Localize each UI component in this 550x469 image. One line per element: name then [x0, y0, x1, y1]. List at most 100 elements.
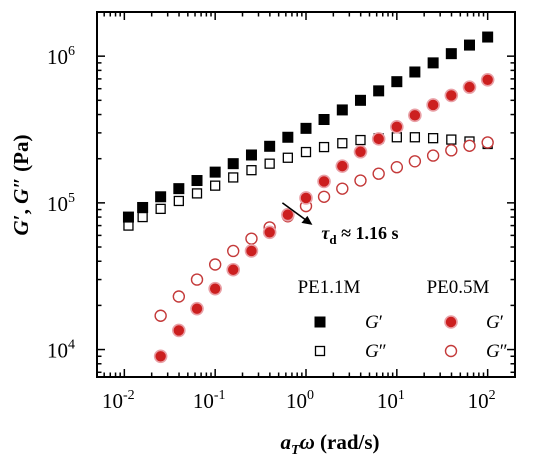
pe05m-storage-point	[371, 132, 386, 146]
pe05m-storage-point	[335, 159, 350, 173]
pe05m-loss-point	[354, 174, 367, 187]
pe05m-storage-point	[244, 244, 259, 258]
pe05m-loss-point	[463, 139, 476, 152]
pe11m-loss-point	[300, 146, 312, 158]
pe11m-storage-point	[137, 201, 149, 213]
pe11m-loss-point	[337, 138, 348, 149]
legend-marker-pe11m-loss	[314, 345, 326, 357]
pe05m-loss-point	[208, 258, 222, 271]
pe11m-storage-point	[482, 31, 494, 43]
pe11m-loss-point	[173, 195, 184, 207]
pe05m-storage-point	[153, 349, 168, 364]
pe11m-loss-point	[446, 134, 457, 145]
legend-group-pe05m: PE0.5M	[427, 277, 490, 298]
x-tick-label: 101	[377, 388, 405, 413]
pe11m-storage-point	[300, 122, 312, 134]
pe05m-storage-point	[480, 73, 495, 87]
pe11m-storage-point	[155, 191, 167, 203]
y-tick-label: 106	[47, 44, 75, 69]
pe11m-storage-point	[264, 140, 276, 152]
pe11m-storage-point	[122, 211, 134, 223]
annotation-arrow-head	[301, 215, 313, 225]
pe05m-storage-point	[444, 88, 459, 103]
pe05m-storage-point	[172, 323, 186, 338]
pe11m-loss-point	[246, 165, 257, 176]
pe11m-loss-point	[409, 132, 421, 143]
tau-annotation: τd ≈ 1.16 s	[281, 202, 399, 247]
pe11m-loss-point	[155, 203, 166, 215]
legend-marker-pe11m-storage	[314, 316, 326, 328]
pe11m-loss-point	[318, 141, 330, 153]
pe05m-loss-point	[408, 155, 422, 168]
pe11m-storage-point	[391, 76, 403, 88]
x-axis-title: aTω (rad/s)	[281, 430, 380, 458]
pe05m-loss-point	[445, 144, 458, 157]
pe05m-storage-point	[426, 98, 440, 112]
pe05m-storage-point	[353, 144, 368, 159]
pe05m-loss-point	[245, 232, 258, 245]
pe11m-storage-point	[354, 94, 366, 106]
pe11m-storage-point	[282, 131, 294, 143]
pe11m-storage-point	[209, 166, 221, 178]
axis-layer: 10-2 10-1 100 101 102 104 105 106	[47, 11, 516, 413]
pe05m-loss-point	[481, 136, 494, 149]
pe11m-storage-point	[427, 57, 439, 69]
legend-group-pe11m: PE1.1M	[298, 277, 361, 298]
pe05m-storage-point	[226, 262, 241, 277]
y-axis-title: G′, G″ (Pa)	[9, 135, 33, 236]
pe11m-loss-point	[210, 180, 221, 191]
pe11m-loss-point	[282, 152, 293, 163]
x-tick-label: 10-1	[193, 388, 226, 413]
pe05m-storage-point	[408, 108, 422, 123]
legend-label-pe11m-storage: G′	[365, 312, 383, 333]
y-tick-label: 104	[47, 338, 75, 363]
pe05m-loss-point	[390, 161, 404, 174]
pe05m-loss-point	[172, 290, 186, 303]
series-pe05m-storage	[153, 73, 495, 364]
pe05m-loss-point	[426, 149, 440, 162]
pe11m-storage-point	[463, 39, 475, 51]
pe11m-loss-point	[355, 134, 366, 146]
pe05m-storage-point	[299, 191, 313, 205]
legend-marker-pe05m-loss	[444, 344, 458, 358]
x-tick-label: 10-2	[102, 388, 135, 413]
pe05m-loss-point	[336, 182, 349, 195]
pe05m-loss-point	[227, 244, 240, 258]
pe11m-loss-point	[264, 158, 275, 169]
series-pe11m-loss	[123, 132, 493, 231]
pe11m-storage-point	[191, 175, 203, 187]
pe05m-storage-point	[190, 301, 204, 316]
pe11m-storage-point	[318, 114, 330, 126]
pe11m-storage-point	[227, 158, 239, 170]
pe11m-storage-point	[409, 66, 421, 78]
plot-layer	[122, 31, 495, 364]
legend-label-pe05m-loss: G″	[486, 341, 508, 362]
pe05m-storage-point	[462, 80, 477, 94]
pe11m-loss-point	[228, 172, 239, 183]
pe11m-loss-point	[427, 133, 439, 144]
pe05m-loss-point	[154, 309, 167, 322]
pe11m-storage-point	[373, 85, 385, 97]
pe05m-storage-point	[390, 119, 404, 134]
series-pe05m-loss	[154, 136, 494, 322]
x-tick-label: 100	[286, 388, 314, 413]
legend-label-pe11m-loss: G″	[365, 341, 387, 362]
pe05m-storage-point	[208, 281, 222, 296]
series-pe11m-storage	[122, 31, 494, 223]
annotation-text: τd ≈ 1.16 s	[321, 223, 398, 247]
pe05m-loss-point	[317, 190, 331, 203]
pe11m-storage-point	[245, 149, 257, 161]
y-tick-label: 105	[47, 191, 75, 216]
pe11m-loss-point	[137, 211, 148, 223]
annotation-arrow-shaft	[281, 202, 309, 223]
pe05m-storage-point	[262, 225, 277, 240]
pe05m-storage-point	[317, 174, 331, 189]
pe05m-loss-point	[190, 273, 204, 286]
pe11m-storage-point	[173, 183, 185, 195]
pe11m-storage-point	[445, 48, 457, 60]
pe11m-loss-point	[391, 132, 402, 143]
legend: PE1.1M PE0.5M G′ G″ G′ G″	[298, 277, 508, 362]
pe11m-storage-point	[336, 104, 348, 116]
